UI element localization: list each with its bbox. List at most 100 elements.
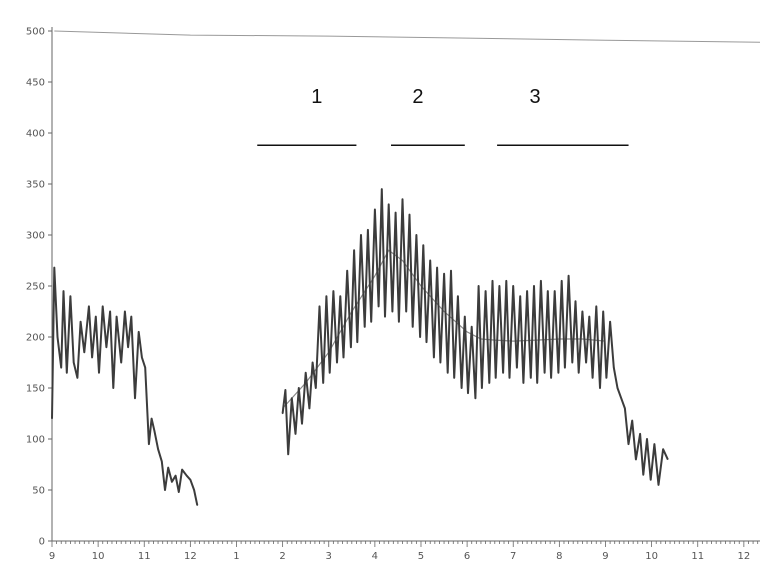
y-tick-label: 450 <box>26 78 45 89</box>
data-point <box>550 377 552 379</box>
x-tick-label: 11 <box>138 551 151 562</box>
data-point <box>186 475 188 477</box>
y-tick-label: 300 <box>26 231 45 242</box>
data-point <box>588 316 590 318</box>
data-point <box>171 481 173 483</box>
x-tick-label: 8 <box>556 551 562 562</box>
data-point <box>447 372 449 374</box>
data-point <box>453 377 455 379</box>
data-point <box>336 361 338 364</box>
data-point <box>516 367 518 369</box>
data-point <box>620 397 622 399</box>
data-point <box>374 208 376 211</box>
data-point <box>478 285 480 287</box>
data-point <box>471 326 473 328</box>
data-point <box>585 361 587 364</box>
data-point <box>339 295 341 297</box>
y-tick-label: 0 <box>39 537 45 548</box>
data-point <box>161 460 163 463</box>
data-point <box>536 382 538 384</box>
data-point <box>315 387 317 389</box>
data-point <box>408 214 411 216</box>
data-point <box>653 443 655 445</box>
data-point <box>498 285 501 287</box>
data-point <box>491 280 494 282</box>
data-point <box>474 397 477 399</box>
data-point <box>391 310 393 313</box>
data-point <box>567 275 570 277</box>
data-point <box>367 229 369 231</box>
data-point <box>381 188 383 190</box>
data-point <box>564 367 566 369</box>
data-point <box>481 387 483 389</box>
data-point <box>112 387 114 389</box>
data-point <box>635 458 637 460</box>
data-point <box>557 372 560 374</box>
data-point <box>639 433 641 435</box>
annotation-label-box <box>288 66 345 123</box>
data-point <box>578 372 580 374</box>
data-point <box>662 448 664 450</box>
data-point <box>547 290 549 292</box>
data-point <box>282 412 284 415</box>
data-point <box>51 418 53 420</box>
data-point <box>73 361 75 364</box>
annotation-label-2: 2 <box>412 86 423 108</box>
data-point <box>412 326 414 328</box>
data-point <box>443 273 445 275</box>
data-point <box>395 211 397 214</box>
data-point <box>332 290 334 292</box>
annotation-label-box <box>389 66 446 123</box>
x-tick-label: 11 <box>691 551 704 562</box>
data-point <box>609 321 611 323</box>
data-point <box>356 341 358 343</box>
data-point <box>599 387 601 389</box>
data-point <box>522 382 524 384</box>
data-point <box>419 336 421 338</box>
data-point <box>353 249 355 251</box>
data-point <box>631 420 633 422</box>
ceiling-line <box>54 30 761 43</box>
data-point <box>56 336 59 338</box>
data-point <box>301 423 303 425</box>
x-tick-label: 5 <box>418 551 424 562</box>
data-point <box>370 321 372 323</box>
data-point <box>422 244 424 246</box>
data-point <box>109 310 111 313</box>
data-point <box>377 305 380 307</box>
data-point <box>561 280 563 282</box>
data-point <box>508 377 511 379</box>
data-point <box>115 316 118 318</box>
data-point <box>581 310 584 313</box>
data-point <box>657 484 660 486</box>
data-point <box>329 372 331 374</box>
data-point <box>388 203 390 205</box>
y-tick-label: 150 <box>26 384 45 395</box>
data-point <box>164 489 166 491</box>
x-tick-label: 9 <box>602 551 608 562</box>
data-point <box>181 469 183 471</box>
data-point <box>613 367 615 369</box>
x-tick-label: 10 <box>92 551 105 562</box>
data-point <box>284 389 286 391</box>
data-point <box>512 285 514 287</box>
x-tick-label: 1 <box>233 551 239 562</box>
data-point <box>134 397 136 399</box>
y-tick-label: 50 <box>32 486 45 497</box>
data-point <box>346 270 348 272</box>
data-point <box>574 300 577 302</box>
data-point <box>308 407 310 409</box>
x-tick-label: 2 <box>279 551 285 562</box>
data-point <box>467 392 469 394</box>
x-tick-label: 9 <box>49 551 55 562</box>
data-point <box>144 367 146 369</box>
data-point <box>495 377 497 379</box>
data-point <box>291 397 293 399</box>
data-point <box>62 290 65 292</box>
data-point <box>157 448 159 450</box>
data-point <box>405 310 407 313</box>
data-point <box>398 321 400 323</box>
data-point <box>591 377 594 379</box>
data-point <box>646 438 648 440</box>
